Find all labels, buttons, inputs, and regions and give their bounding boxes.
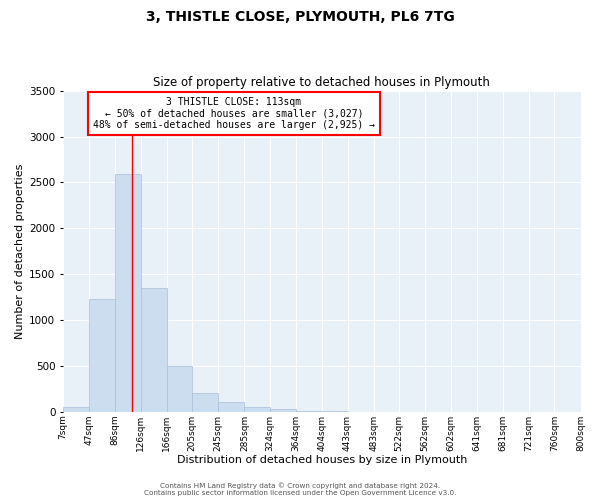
Bar	[218, 402, 244, 411]
Text: 3 THISTLE CLOSE: 113sqm
← 50% of detached houses are smaller (3,027)
48% of semi: 3 THISTLE CLOSE: 113sqm ← 50% of detache…	[93, 97, 375, 130]
Bar	[270, 409, 296, 412]
X-axis label: Distribution of detached houses by size in Plymouth: Distribution of detached houses by size …	[176, 455, 467, 465]
Bar	[244, 407, 270, 412]
Bar	[192, 394, 218, 411]
Y-axis label: Number of detached properties: Number of detached properties	[15, 164, 25, 339]
Bar	[167, 366, 192, 412]
Text: Contains HM Land Registry data © Crown copyright and database right 2024.: Contains HM Land Registry data © Crown c…	[160, 482, 440, 489]
Text: 3, THISTLE CLOSE, PLYMOUTH, PL6 7TG: 3, THISTLE CLOSE, PLYMOUTH, PL6 7TG	[146, 10, 454, 24]
Bar	[63, 407, 89, 412]
Bar	[89, 299, 115, 412]
Text: Contains public sector information licensed under the Open Government Licence v3: Contains public sector information licen…	[144, 490, 456, 496]
Bar	[296, 411, 322, 412]
Bar	[115, 174, 141, 412]
Bar	[141, 288, 167, 412]
Title: Size of property relative to detached houses in Plymouth: Size of property relative to detached ho…	[154, 76, 490, 90]
